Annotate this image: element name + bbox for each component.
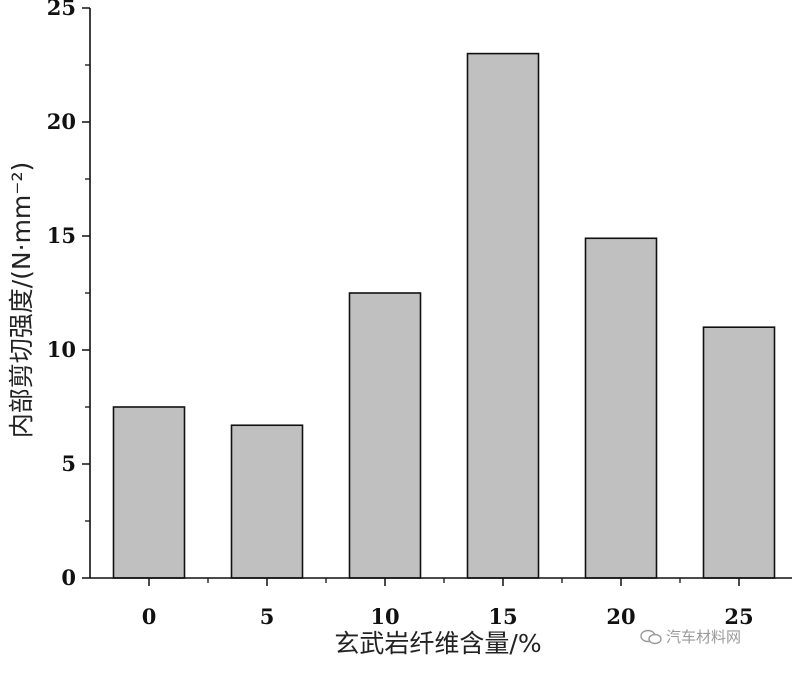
bar-10	[348, 292, 422, 579]
y-tick-label: 15	[47, 223, 76, 248]
x-tick-label: 0	[142, 604, 157, 629]
wechat-logo-icon	[640, 629, 662, 644]
x-tick-label: 25	[724, 604, 753, 629]
x-tick-label: 20	[606, 604, 635, 629]
x-tick-label: 10	[370, 604, 399, 629]
y-axis: 0 5 10 15 20 25	[47, 0, 91, 590]
x-axis: 0 5 10 15 20 25	[90, 577, 792, 629]
x-axis-title: 玄武岩纤维含量/%	[334, 629, 541, 658]
x-tick-label: 15	[488, 604, 517, 629]
y-tick-label: 20	[47, 109, 76, 134]
y-tick-label: 10	[47, 337, 76, 362]
y-tick-label: 5	[61, 451, 76, 476]
watermark: 汽车材料网	[640, 626, 741, 647]
y-axis-title: 内部剪切强度/(N·mm⁻²)	[7, 162, 36, 439]
y-tick-label: 25	[47, 0, 76, 20]
y-tick-label: 0	[61, 565, 76, 590]
bar-25	[702, 326, 776, 579]
bar-0	[112, 406, 186, 579]
bar-15	[466, 52, 540, 579]
bar-5	[230, 424, 304, 579]
watermark-text: 汽车材料网	[666, 628, 742, 646]
x-tick-label: 5	[260, 604, 275, 629]
bars-group	[112, 52, 776, 579]
bar-20	[584, 237, 658, 579]
